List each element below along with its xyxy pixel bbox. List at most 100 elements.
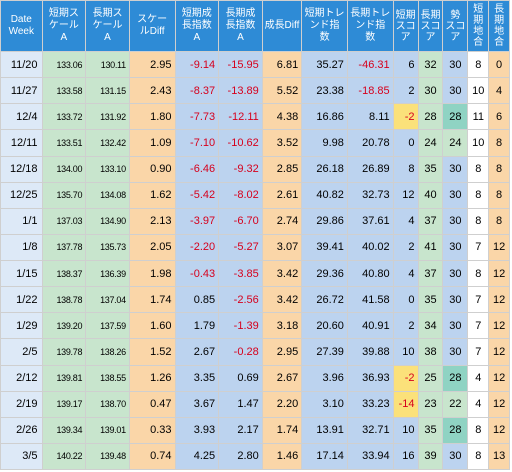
growth-diff-cell: 3.42 <box>261 286 303 314</box>
date-cell: 2/12 <box>0 364 43 392</box>
growth-diff-cell: 3.52 <box>261 129 303 157</box>
long-scale-cell: 137.59 <box>85 312 130 340</box>
long-market-cell: 8 <box>488 129 510 157</box>
long-trend-cell: 32.73 <box>346 181 394 209</box>
table-row: 1/1 137.03 134.90 2.13 -3.97 -6.70 2.74 29.86 37… <box>0 207 510 235</box>
short-market-cell: 10 <box>467 77 490 105</box>
scale-diff-cell: 0.47 <box>128 390 176 418</box>
short-scale-cell: 138.78 <box>41 286 87 314</box>
header-row: Date Week 短期ス ケール A 長期ス ケール A スケー ルDiff 短期成 長指数… <box>0 0 510 52</box>
short-scale-cell: 134.00 <box>41 155 87 183</box>
short-market-cell: 10 <box>467 129 490 157</box>
long-growth-cell: -1.39 <box>218 312 263 340</box>
long-market-cell: 12 <box>488 259 510 288</box>
long-score-cell: 40 <box>417 181 444 209</box>
short-market-cell: 8 <box>467 259 490 288</box>
long-growth-cell: -3.85 <box>218 259 263 288</box>
short-growth-cell: -8.37 <box>174 77 220 105</box>
long-scale-cell: 138.26 <box>85 338 130 366</box>
short-trend-cell: 9.98 <box>301 129 348 157</box>
header-short-score: 短期 スコア <box>392 0 419 52</box>
short-trend-cell: 35.27 <box>301 50 348 79</box>
long-scale-cell: 131.15 <box>85 77 130 105</box>
short-trend-cell: 16.86 <box>301 103 348 131</box>
short-trend-cell: 20.60 <box>301 312 348 340</box>
momentum-score-cell: 30 <box>442 442 469 471</box>
table-row: 12/11 133.51 132.42 1.09 -7.10 -10.62 3.52 9.98… <box>0 129 510 157</box>
short-trend-cell: 27.39 <box>301 338 348 366</box>
short-trend-cell: 26.18 <box>301 155 348 183</box>
long-scale-cell: 139.01 <box>85 416 130 444</box>
momentum-score-cell: 30 <box>442 338 469 366</box>
momentum-score-cell: 24 <box>442 129 469 157</box>
table-row: 1/15 138.37 136.39 1.98 -0.43 -3.85 3.42 29.36 4… <box>0 259 510 288</box>
table-row: 12/25 135.70 134.08 1.62 -5.42 -8.02 2.61 40.82… <box>0 181 510 209</box>
momentum-score-cell: 22 <box>442 390 469 418</box>
short-growth-cell: -3.97 <box>174 207 220 235</box>
scale-diff-cell: 2.95 <box>128 50 176 79</box>
header-short-market: 短期 地合 <box>467 0 490 52</box>
table-row: 1/22 138.78 137.04 1.74 0.85 -2.56 3.42 26.72 41… <box>0 286 510 314</box>
header-date-week: Date Week <box>0 0 43 52</box>
short-scale-cell: 139.81 <box>41 364 87 392</box>
growth-diff-cell: 2.67 <box>261 364 303 392</box>
growth-diff-cell: 2.85 <box>261 155 303 183</box>
scale-diff-cell: 0.33 <box>128 416 176 444</box>
long-growth-cell: -15.95 <box>218 50 263 79</box>
short-trend-cell: 29.36 <box>301 259 348 288</box>
short-trend-cell: 39.41 <box>301 233 348 262</box>
scale-diff-cell: 1.74 <box>128 286 176 314</box>
long-growth-cell: -8.02 <box>218 181 263 209</box>
short-growth-cell: -6.46 <box>174 155 220 183</box>
short-score-cell: 16 <box>392 442 419 471</box>
momentum-score-cell: 28 <box>442 364 469 392</box>
long-market-cell: 12 <box>488 338 510 366</box>
long-growth-cell: -6.70 <box>218 207 263 235</box>
date-cell: 2/26 <box>0 416 43 444</box>
short-scale-cell: 135.70 <box>41 181 87 209</box>
scale-diff-cell: 0.90 <box>128 155 176 183</box>
long-growth-cell: 0.69 <box>218 364 263 392</box>
short-growth-cell: 3.35 <box>174 364 220 392</box>
table-row: 3/5 140.22 139.48 0.74 4.25 2.80 1.46 17.14 33.9… <box>0 442 510 471</box>
long-scale-cell: 131.92 <box>85 103 130 131</box>
long-market-cell: 4 <box>488 77 510 105</box>
growth-diff-cell: 2.74 <box>261 207 303 235</box>
long-trend-cell: -46.31 <box>346 50 394 79</box>
long-trend-cell: 33.23 <box>346 390 394 418</box>
long-score-cell: 35 <box>417 286 444 314</box>
long-scale-cell: 139.48 <box>85 442 130 471</box>
long-growth-cell: -13.89 <box>218 77 263 105</box>
header-long-growth: 長期成 長指数 A <box>218 0 263 52</box>
long-score-cell: 37 <box>417 259 444 288</box>
short-score-cell: 6 <box>392 50 419 79</box>
long-market-cell: 12 <box>488 312 510 340</box>
short-growth-cell: 3.93 <box>174 416 220 444</box>
date-cell: 12/18 <box>0 155 43 183</box>
long-market-cell: 12 <box>488 416 510 444</box>
long-trend-cell: 40.91 <box>346 312 394 340</box>
short-trend-cell: 17.14 <box>301 442 348 471</box>
short-growth-cell: 0.85 <box>174 286 220 314</box>
short-scale-cell: 140.22 <box>41 442 87 471</box>
long-scale-cell: 130.11 <box>85 50 130 79</box>
date-cell: 11/20 <box>0 50 43 79</box>
long-score-cell: 23 <box>417 390 444 418</box>
short-growth-cell: -5.42 <box>174 181 220 209</box>
long-trend-cell: 40.02 <box>346 233 394 262</box>
short-score-cell: 2 <box>392 233 419 262</box>
short-score-cell: 0 <box>392 286 419 314</box>
long-score-cell: 28 <box>417 103 444 131</box>
long-score-cell: 24 <box>417 129 444 157</box>
short-scale-cell: 133.06 <box>41 50 87 79</box>
short-trend-cell: 29.86 <box>301 207 348 235</box>
growth-diff-cell: 2.20 <box>261 390 303 418</box>
table-row: 1/8 137.78 135.73 2.05 -2.20 -5.27 3.07 39.41 40… <box>0 233 510 262</box>
date-cell: 3/5 <box>0 442 43 471</box>
long-growth-cell: 1.47 <box>218 390 263 418</box>
momentum-score-cell: 30 <box>442 181 469 209</box>
table-row: 2/19 139.17 138.70 0.47 3.67 1.47 2.20 3.10 33.2… <box>0 390 510 418</box>
short-score-cell: 4 <box>392 259 419 288</box>
long-trend-cell: 37.61 <box>346 207 394 235</box>
